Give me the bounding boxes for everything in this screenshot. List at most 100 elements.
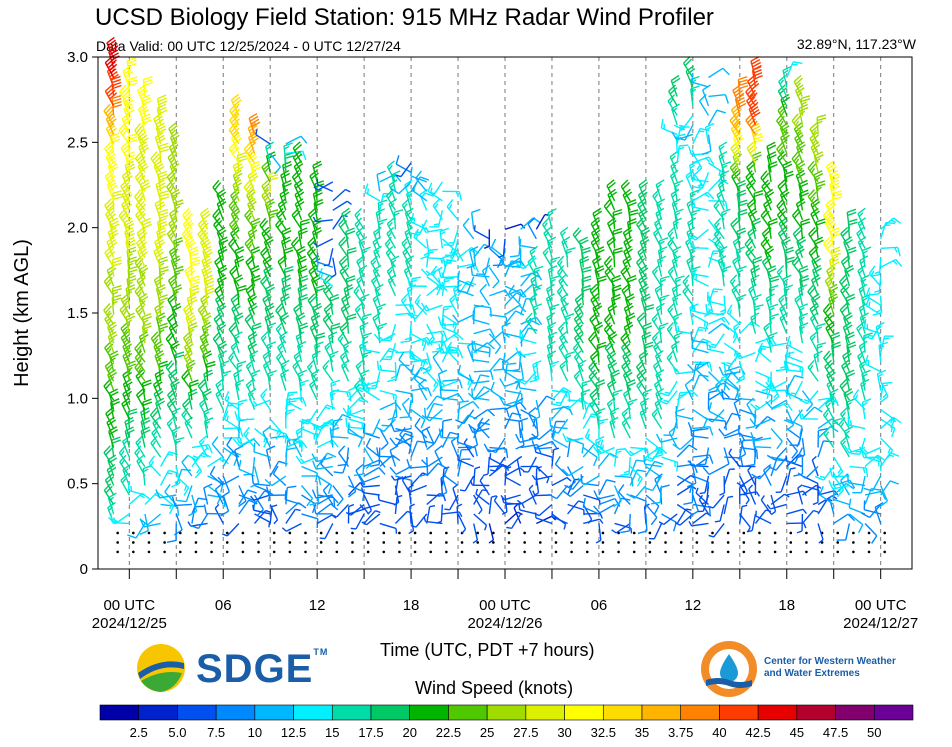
barb-staff xyxy=(222,494,230,512)
barb-feather xyxy=(595,246,605,252)
barb-feather xyxy=(299,379,309,384)
wind-barb xyxy=(189,513,209,530)
barb-staff xyxy=(363,447,374,463)
wind-barb xyxy=(265,486,286,497)
wind-barb xyxy=(582,446,598,467)
barb-feather xyxy=(259,217,267,226)
calm-dot xyxy=(570,550,573,554)
barb-feather xyxy=(103,445,111,454)
barb-feather xyxy=(469,479,474,486)
calm-dot xyxy=(241,531,245,535)
barb-feather xyxy=(482,473,489,477)
barb-feather xyxy=(208,444,213,454)
barb-feather xyxy=(442,330,448,340)
barb-feather xyxy=(170,188,180,195)
barb-staff xyxy=(450,441,459,458)
calm-dot xyxy=(632,550,636,554)
wind-barb xyxy=(493,495,506,515)
wind-barb xyxy=(488,266,500,289)
wind-barb xyxy=(316,252,334,268)
barb-feather xyxy=(505,404,515,408)
wind-barb xyxy=(389,465,412,475)
calm-dot xyxy=(382,541,386,544)
wind-barb xyxy=(636,378,647,401)
barb-feather xyxy=(468,374,474,384)
calm-dot xyxy=(617,550,620,554)
wind-barb xyxy=(567,437,585,454)
barb-feather xyxy=(108,334,118,340)
barb-feather xyxy=(248,295,258,303)
wind-barb xyxy=(471,350,490,363)
barb-feather xyxy=(141,113,151,119)
barb-feather xyxy=(150,331,159,339)
barb-feather xyxy=(203,407,213,413)
calm-dot xyxy=(539,531,542,535)
barb-feather xyxy=(137,459,143,465)
wind-barb xyxy=(316,439,339,449)
wind-barb xyxy=(532,303,542,325)
barb-feather xyxy=(108,113,113,119)
barb-feather xyxy=(107,419,117,426)
calm-dot xyxy=(648,541,652,544)
barb-feather xyxy=(120,450,125,456)
wind-barb xyxy=(581,379,592,401)
barb-staff xyxy=(355,470,365,486)
barb-feather xyxy=(349,392,352,402)
wind-barb xyxy=(420,302,443,312)
barb-feather xyxy=(376,170,386,176)
wind-barb xyxy=(253,494,265,517)
barb-feather xyxy=(237,284,247,289)
barb-feather xyxy=(440,231,446,236)
wind-barb xyxy=(637,513,648,535)
wind-barb xyxy=(363,494,373,515)
barb-feather xyxy=(589,334,597,343)
calm-dot xyxy=(194,550,198,554)
barb-feather xyxy=(315,472,318,483)
wind-barb xyxy=(203,504,224,515)
barb-feather xyxy=(200,402,206,408)
barb-feather xyxy=(358,377,365,387)
wind-barb xyxy=(469,479,490,487)
barb-staff xyxy=(557,418,569,434)
barb-feather xyxy=(629,212,639,216)
barb-staff xyxy=(484,257,491,275)
wind-barb xyxy=(285,392,302,411)
barb-feather xyxy=(264,257,273,265)
barb-feather xyxy=(230,219,239,228)
barb-feather xyxy=(567,481,576,489)
barb-feather xyxy=(543,222,548,228)
barb-feather xyxy=(108,118,117,126)
barb-feather xyxy=(581,246,591,252)
barb-staff xyxy=(614,522,632,529)
barb-staff xyxy=(513,507,522,524)
barb-feather xyxy=(563,524,567,530)
wind-barb xyxy=(330,322,341,344)
barb-feather xyxy=(387,416,397,421)
barb-feather xyxy=(404,337,411,341)
barb-feather xyxy=(217,305,227,312)
barb-feather xyxy=(134,189,142,198)
barb-feather xyxy=(248,112,258,119)
barb-feather xyxy=(603,312,612,321)
barb-feather xyxy=(250,246,260,252)
barb-staff xyxy=(456,506,459,524)
barb-feather xyxy=(534,269,540,273)
wind-barb xyxy=(395,312,416,323)
barb-feather xyxy=(222,533,228,537)
barb-feather xyxy=(284,265,294,270)
wind-barb xyxy=(429,210,444,228)
barb-staff xyxy=(538,503,553,517)
wind-barb xyxy=(361,313,372,334)
wind-barb xyxy=(501,456,522,468)
wind-barb xyxy=(556,255,569,278)
barb-feather xyxy=(233,172,243,179)
barb-feather xyxy=(315,287,325,292)
barb-staff xyxy=(551,449,555,467)
wind-barb xyxy=(412,182,428,202)
wind-barb xyxy=(422,352,432,374)
barb-staff xyxy=(411,372,428,382)
barb-feather xyxy=(582,269,592,273)
barb-staff xyxy=(441,432,451,448)
barb-staff xyxy=(401,479,412,496)
wind-barb xyxy=(323,248,334,267)
